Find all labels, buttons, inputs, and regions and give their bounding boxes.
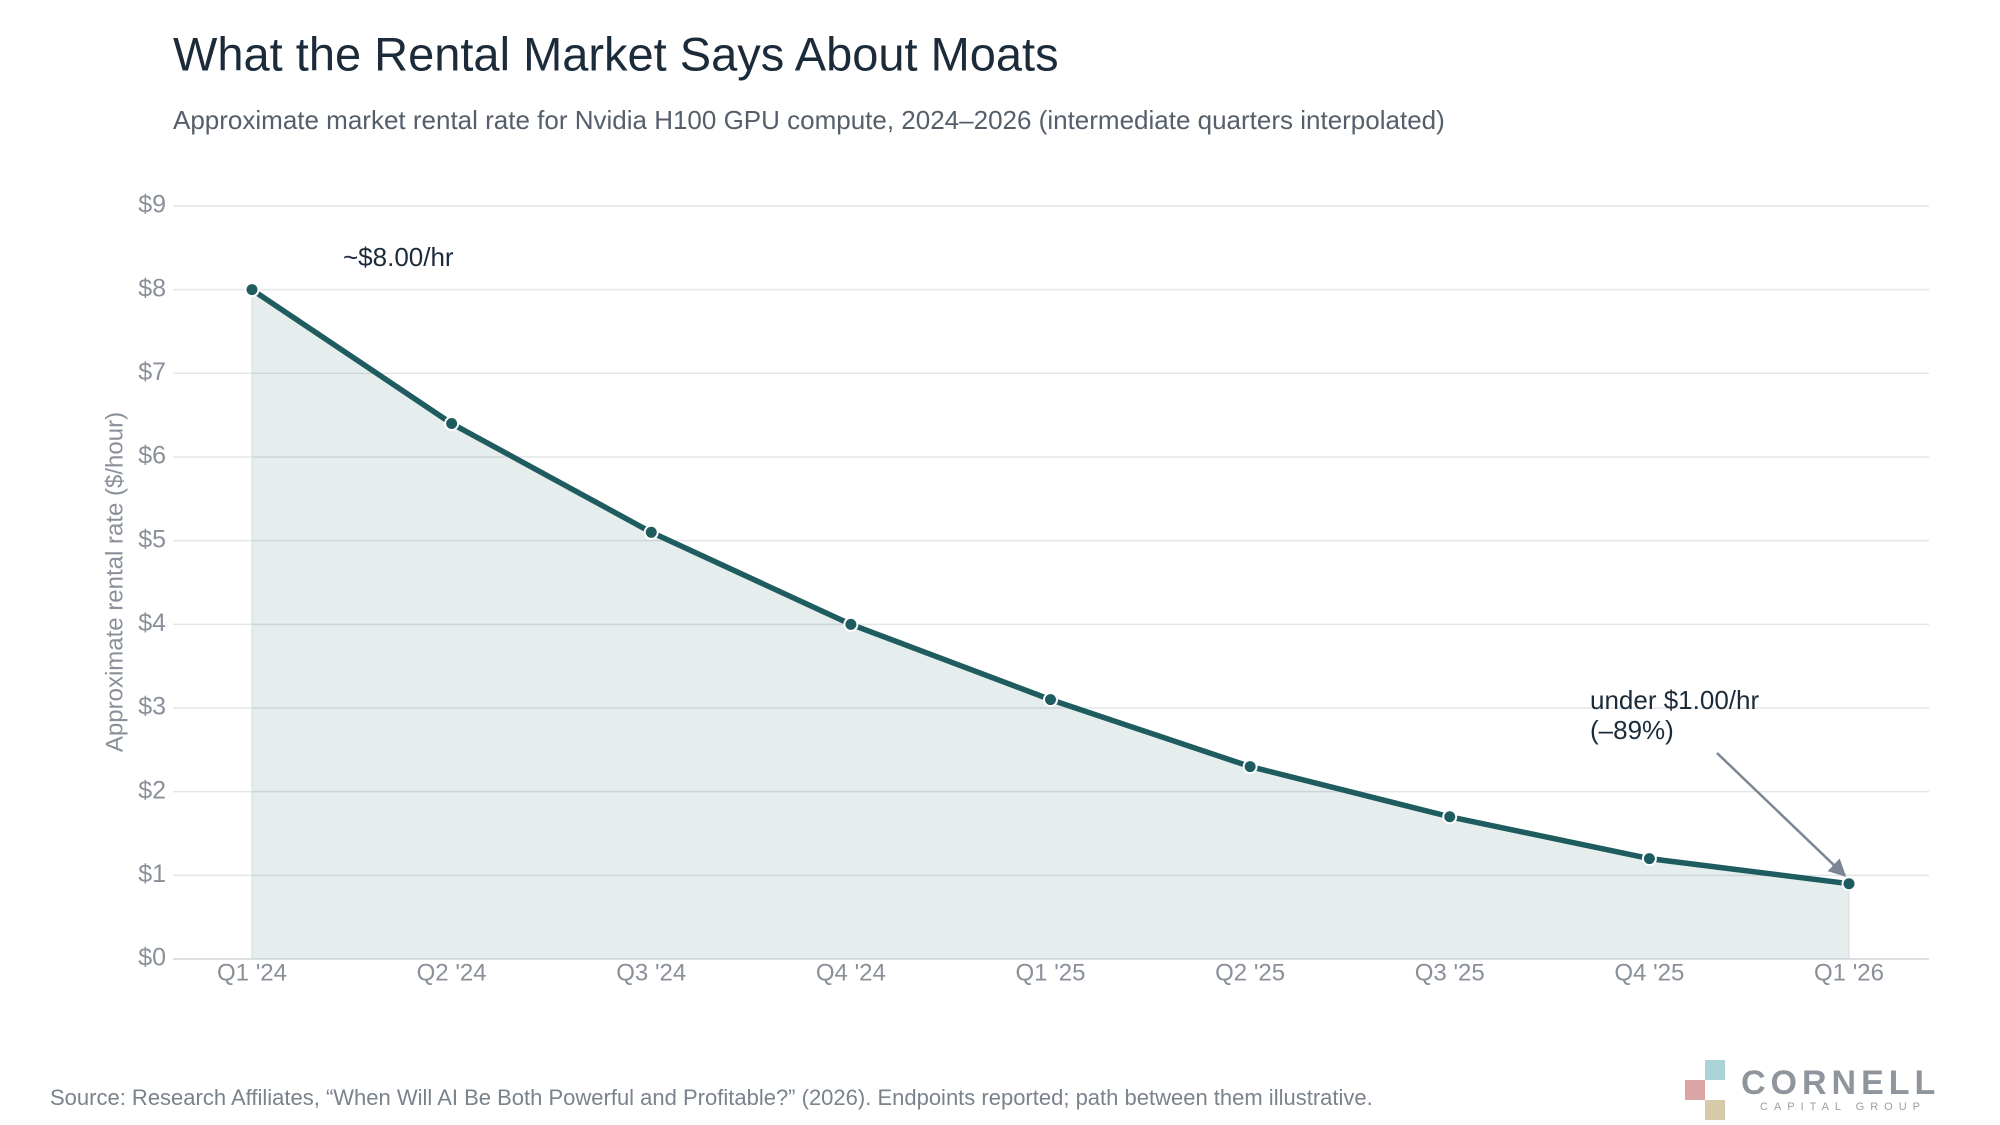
y-tick-label: $3 [138,693,166,721]
y-tick-label: $2 [138,776,166,804]
x-tick-label: Q2 '25 [1215,959,1285,986]
point [1043,692,1058,708]
y-axis-label: Approximate rental rate ($/hour) [101,412,128,752]
y-tick-label: $6 [138,442,166,470]
logo-tagline: CAPITAL GROUP [1760,1101,1926,1113]
annotation-arrow [1716,752,1847,877]
logo-square [1705,1060,1725,1080]
x-tick-label: Q2 '24 [417,959,487,986]
source-note: Source: Research Affiliates, “When Will … [50,1085,1373,1110]
y-tick-label: $1 [138,860,166,888]
x-tick-label: Q4 '24 [816,959,886,986]
logo: CORNELL CAPITAL GROUP [1685,1060,1940,1120]
x-tick-label: Q4 '25 [1614,959,1684,986]
y-tick-label: $0 [138,944,166,972]
point [244,282,260,298]
chart-subtitle: Approximate market rental rate for Nvidi… [173,105,1445,135]
logo-square [1685,1080,1705,1100]
chart-title: What the Rental Market Says About Moats [173,27,1059,80]
point [1242,759,1258,775]
logo-square [1705,1100,1725,1120]
point [444,416,460,432]
y-tick-label: $9 [138,191,166,219]
logo-name: CORNELL [1741,1064,1940,1102]
x-tick-label: Q1 '24 [217,959,287,986]
x-tick-label: Q3 '25 [1415,959,1485,986]
x-tick-label: Q3 '24 [616,959,686,986]
point [1841,876,1857,892]
y-tick-label: $4 [138,609,166,637]
y-tick-label: $5 [138,525,166,553]
y-tick-label: $8 [138,274,166,302]
annotation: (–89%) [1590,715,1674,745]
x-tick-label: Q1 '26 [1814,959,1884,986]
annotation: ~$8.00/hr [343,242,454,272]
point [643,524,659,540]
y-tick-label: $7 [138,358,166,386]
x-tick-label: Q1 '25 [1016,959,1086,986]
point [843,616,859,632]
point [1641,851,1657,867]
annotation: under $1.00/hr [1590,685,1759,715]
point [1442,809,1458,825]
